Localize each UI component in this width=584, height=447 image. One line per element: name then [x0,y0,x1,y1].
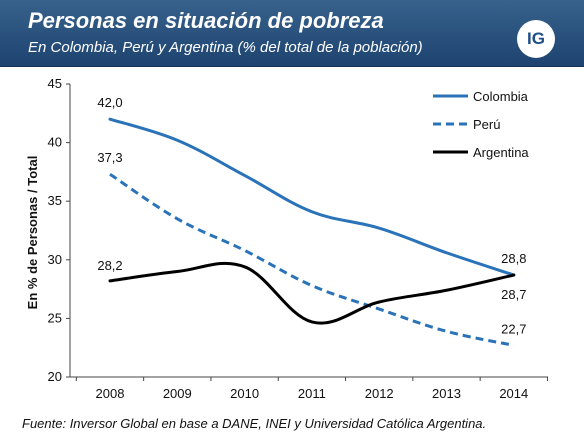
y-axis-title: En % de Personas / Total [25,156,40,310]
chart-title: Personas en situación de pobreza [28,8,384,33]
data-label-colombia: 28,8 [501,251,526,266]
chart-subtitle: En Colombia, Perú y Argentina (% del tot… [28,39,423,56]
x-tick-label: 2011 [298,386,326,401]
x-tick-label: 2012 [365,386,394,401]
legend-label-colombia: Colombia [473,89,529,104]
y-tick-label: 20 [48,369,62,384]
x-tick-label: 2014 [499,386,528,401]
y-tick-label: 25 [48,310,62,325]
y-tick-label: 40 [48,135,62,150]
x-tick-label: 2008 [96,386,125,401]
data-label-argentina: 28,2 [97,258,122,273]
y-tick-label: 30 [48,252,62,267]
legend-label-perú: Perú [473,117,500,132]
series-line-colombia [108,117,516,277]
legend-label-argentina: Argentina [473,145,529,160]
source-note: Fuente: Inversor Global en base a DANE, … [22,416,487,431]
x-tick-label: 2010 [230,386,259,401]
chart-data-labels: 42,0 28,8 37,3 22,7 28,2 28,7 [97,95,526,336]
series-line-argentina [108,261,516,325]
data-label-argentina: 28,7 [501,287,526,302]
ig-logo: IG [517,20,555,58]
data-label-colombia: 42,0 [97,95,122,110]
x-tick-label: 2009 [163,386,192,401]
header-banner: Personas en situación de pobreza En Colo… [0,0,584,67]
y-tick-label: 45 [48,76,62,91]
y-tick-label: 35 [48,193,62,208]
chart-legend: Colombia Perú Argentina [433,89,529,160]
data-label-perú: 22,7 [501,321,526,336]
chart-series [108,117,516,347]
data-label-perú: 37,3 [97,150,122,165]
series-line-perú [109,172,515,347]
x-tick-label: 2013 [432,386,461,401]
chart-axes: 20 25 30 35 40 45 2008 2009 2010 2011 2012 2013 2014… [25,76,548,401]
